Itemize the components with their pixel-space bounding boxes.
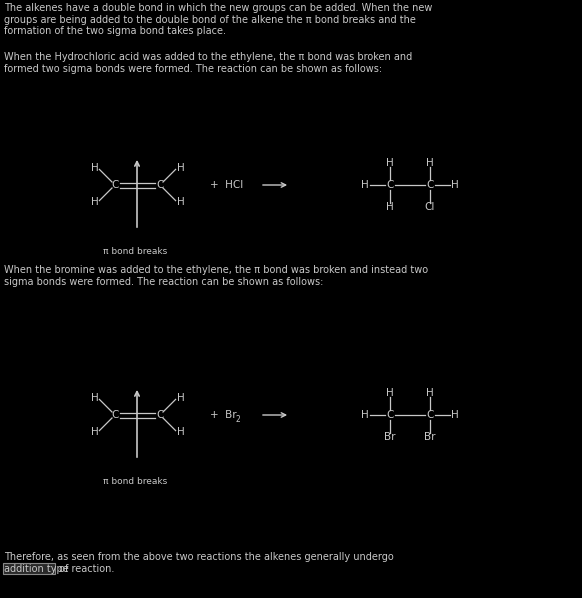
Text: Cl: Cl (425, 202, 435, 212)
Text: C: C (426, 410, 434, 420)
Text: When the Hydrochloric acid was added to the ethylene, the π bond was broken and
: When the Hydrochloric acid was added to … (4, 52, 412, 74)
Text: π bond breaks: π bond breaks (103, 477, 167, 486)
Text: H: H (386, 202, 394, 212)
Text: +  Br: + Br (210, 410, 237, 420)
Text: Br: Br (384, 432, 396, 442)
Text: H: H (361, 180, 369, 190)
Text: of reaction.: of reaction. (56, 564, 115, 574)
FancyBboxPatch shape (3, 563, 55, 574)
Text: H: H (426, 158, 434, 168)
Text: Therefore, as seen from the above two reactions the alkenes generally undergo: Therefore, as seen from the above two re… (4, 552, 394, 562)
Text: C: C (386, 180, 393, 190)
Text: H: H (177, 393, 184, 404)
Text: H: H (177, 163, 184, 173)
Text: H: H (91, 197, 98, 206)
Text: When the bromine was added to the ethylene, the π bond was broken and instead tw: When the bromine was added to the ethyle… (4, 265, 428, 286)
Text: H: H (91, 163, 98, 173)
Text: C: C (111, 410, 119, 420)
Text: +  HCl: + HCl (210, 180, 243, 190)
Text: The alkenes have a double bond in which the new groups can be added. When the ne: The alkenes have a double bond in which … (4, 3, 432, 36)
Text: addition type: addition type (4, 564, 69, 574)
Text: C: C (157, 180, 164, 190)
Text: H: H (177, 426, 184, 437)
Text: H: H (361, 410, 369, 420)
Text: Br: Br (424, 432, 436, 442)
Text: H: H (451, 180, 459, 190)
Text: C: C (426, 180, 434, 190)
Text: C: C (111, 180, 119, 190)
Text: π bond breaks: π bond breaks (103, 247, 167, 256)
Text: H: H (386, 158, 394, 168)
Text: H: H (426, 388, 434, 398)
Text: 2: 2 (236, 414, 241, 423)
Text: H: H (386, 388, 394, 398)
Text: H: H (451, 410, 459, 420)
Text: C: C (386, 410, 393, 420)
Text: C: C (157, 410, 164, 420)
Text: H: H (177, 197, 184, 206)
Text: H: H (91, 426, 98, 437)
Text: H: H (91, 393, 98, 404)
